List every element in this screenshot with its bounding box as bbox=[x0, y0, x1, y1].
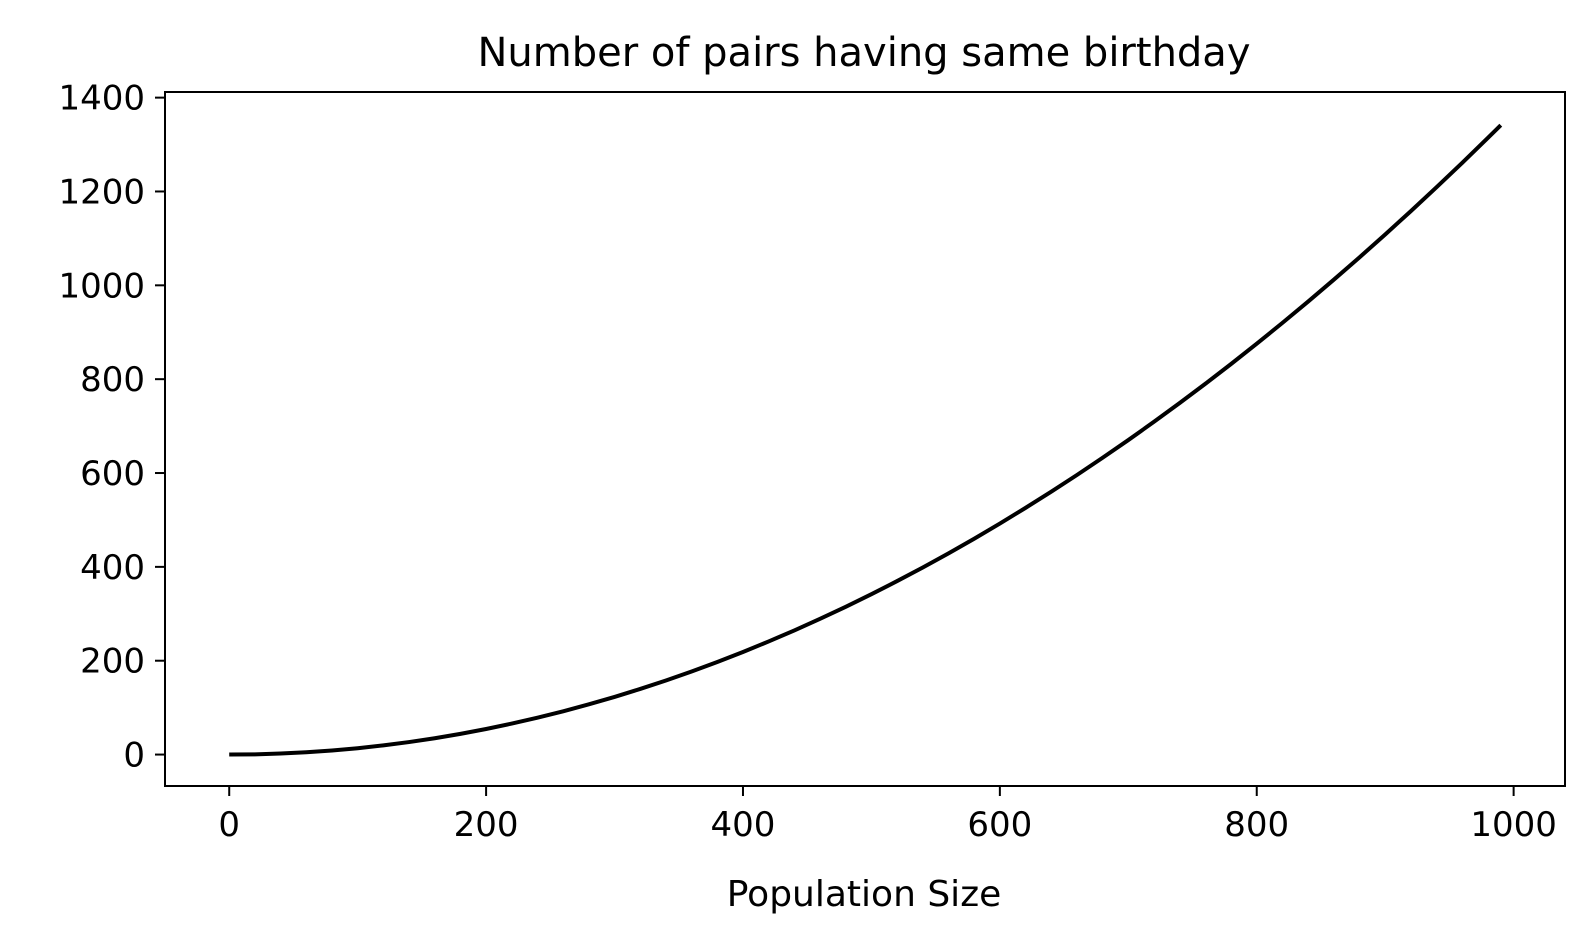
x-tick-label: 400 bbox=[711, 805, 776, 845]
plot-frame bbox=[164, 91, 1566, 787]
y-tick-label: 1400 bbox=[58, 79, 145, 119]
x-tick-label: 1000 bbox=[1470, 805, 1557, 845]
y-tick-label: 600 bbox=[80, 454, 145, 494]
series-line-pairs bbox=[229, 123, 1503, 757]
x-tick-label: 200 bbox=[454, 805, 519, 845]
y-tick-label: 1200 bbox=[58, 172, 145, 212]
y-tick-label: 0 bbox=[123, 736, 145, 776]
y-tick-label: 400 bbox=[80, 548, 145, 588]
y-tick-label: 200 bbox=[80, 642, 145, 682]
x-tick-label: 0 bbox=[218, 805, 240, 845]
y-axis: 0 200 400 600 800 1000 1200 1400 bbox=[58, 79, 165, 776]
x-tick-label: 800 bbox=[1224, 805, 1289, 845]
x-tick-label: 600 bbox=[967, 805, 1032, 845]
x-axis: 0 200 400 600 800 1000 bbox=[218, 786, 1557, 845]
x-axis-label: Population Size bbox=[727, 874, 1001, 915]
chart-title: Number of pairs having same birthday bbox=[478, 30, 1251, 76]
y-tick-label: 1000 bbox=[58, 266, 145, 306]
series-layer bbox=[229, 123, 1503, 757]
y-tick-label: 800 bbox=[80, 360, 145, 400]
